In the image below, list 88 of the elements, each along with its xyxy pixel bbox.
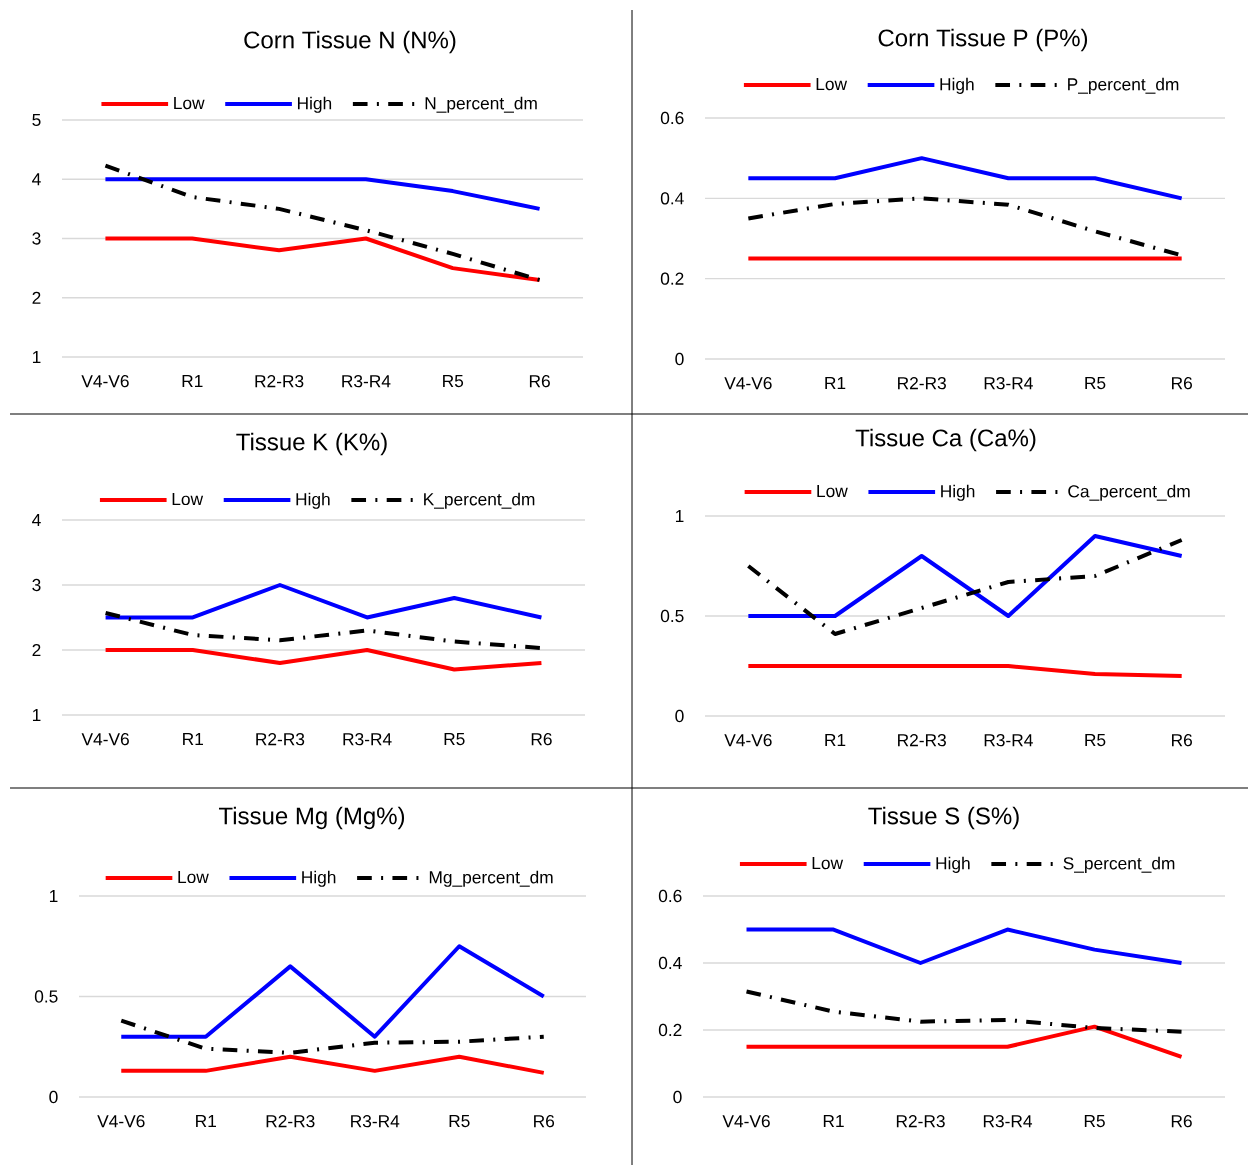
y-tick-label: 2 [32,643,41,657]
x-tick-label: R1 [196,1115,216,1127]
legend-label: K_percent_dm [424,492,535,509]
x-tick-label: R5 [1085,377,1106,390]
y-tick-label: 3 [32,232,41,245]
y-tick-label: 0.2 [660,272,684,285]
x-tick-label: R2-R3 [898,734,946,747]
chart-title: Tissue S (S%) [868,806,1019,830]
legend-label: Low [172,493,204,506]
y-tick-label: 0 [673,1090,682,1104]
x-tick-label: R3-R4 [351,1115,400,1128]
x-tick-label: R5 [1085,734,1106,747]
x-tick-label: R6 [529,375,550,388]
x-tick-label: R2-R3 [898,377,946,390]
x-tick-label: R1 [825,734,846,746]
x-tick-label: R2-R3 [266,1115,315,1128]
x-tick-label: R3-R4 [984,377,1033,390]
x-tick-label: R6 [534,1115,555,1128]
legend-label: S_percent_dm [1063,856,1175,873]
x-tick-label: R2-R3 [255,375,304,388]
line-series [103,163,542,282]
x-tick-label: R5 [1084,1115,1105,1128]
x-tick-label: V4-V6 [722,1115,770,1128]
legend-label: High [941,484,975,501]
y-tick-label: 1 [49,890,58,902]
x-tick-label: R6 [531,733,552,746]
y-tick-label: 0.4 [660,192,684,205]
x-tick-label: V4-V6 [81,733,129,746]
x-tick-label: R1 [825,377,846,389]
x-tick-label: R3-R4 [983,1115,1033,1128]
x-tick-label: R6 [1171,1115,1192,1128]
y-tick-label: 5 [32,113,41,127]
y-tick-label: 3 [32,578,41,592]
x-tick-label: R5 [444,733,465,746]
chart-title: Tissue Ca (Ca%) [855,428,1036,452]
y-tick-label: 1 [32,351,41,363]
y-tick-label: 2 [32,291,41,304]
line-series [119,1018,546,1055]
y-tick-label: 4 [32,173,41,186]
x-tick-label: R1 [182,375,203,387]
line-series [746,537,1184,636]
y-tick-label: 0 [675,352,684,366]
line-series [119,944,546,1039]
x-tick-label: R3-R4 [342,375,391,388]
legend-label: Low [178,871,209,884]
x-tick-label: V4-V6 [724,734,772,747]
chart-title: Corn Tissue P (P%) [878,28,1088,52]
legend-label: Low [812,857,844,870]
x-tick-label: V4-V6 [81,375,129,388]
y-tick-label: 0 [675,709,684,723]
y-tick-label: 0.5 [34,990,58,1003]
x-tick-label: R5 [443,375,464,388]
legend-label: High [940,77,974,94]
chart-title: Corn Tissue N (N%) [244,30,456,54]
legend-label: P_percent_dm [1068,77,1179,94]
y-tick-label: 0.4 [658,956,682,970]
legend-label: N_percent_dm [425,96,537,113]
x-tick-label: R2-R3 [256,733,305,746]
x-tick-label: R6 [1172,377,1192,390]
chart-title: Tissue K (K%) [236,432,387,456]
y-tick-label: 4 [32,514,41,526]
x-tick-label: V4-V6 [724,377,772,390]
y-tick-label: 0 [49,1090,58,1104]
legend-label: Ca_percent_dm [1068,484,1190,501]
line-series [744,989,1184,1034]
y-tick-label: 0.6 [660,111,684,125]
legend-label: High [302,870,336,887]
legend-label: Mg_percent_dm [429,870,553,887]
x-tick-label: R1 [823,1115,844,1127]
y-tick-label: 1 [32,709,41,721]
x-tick-label: V4-V6 [97,1115,145,1128]
x-tick-label: R3-R4 [343,733,392,746]
legend-label: High [936,856,970,873]
y-tick-label: 0.5 [660,609,684,623]
legend-label: Low [174,97,205,110]
legend-label: High [296,492,330,509]
y-tick-label: 0.6 [658,889,682,903]
legend-label: Low [816,78,848,91]
y-tick-label: 1 [675,510,684,522]
legend-label: Low [817,485,848,498]
x-tick-label: R3-R4 [984,734,1033,747]
x-tick-label: R5 [449,1115,470,1128]
legend-label: High [297,96,332,113]
x-tick-label: R6 [1172,734,1192,747]
x-tick-label: R2-R3 [896,1115,945,1128]
chart-title: Tissue Mg (Mg%) [218,806,405,830]
x-tick-label: R1 [183,733,203,745]
y-tick-label: 0.2 [658,1023,682,1037]
